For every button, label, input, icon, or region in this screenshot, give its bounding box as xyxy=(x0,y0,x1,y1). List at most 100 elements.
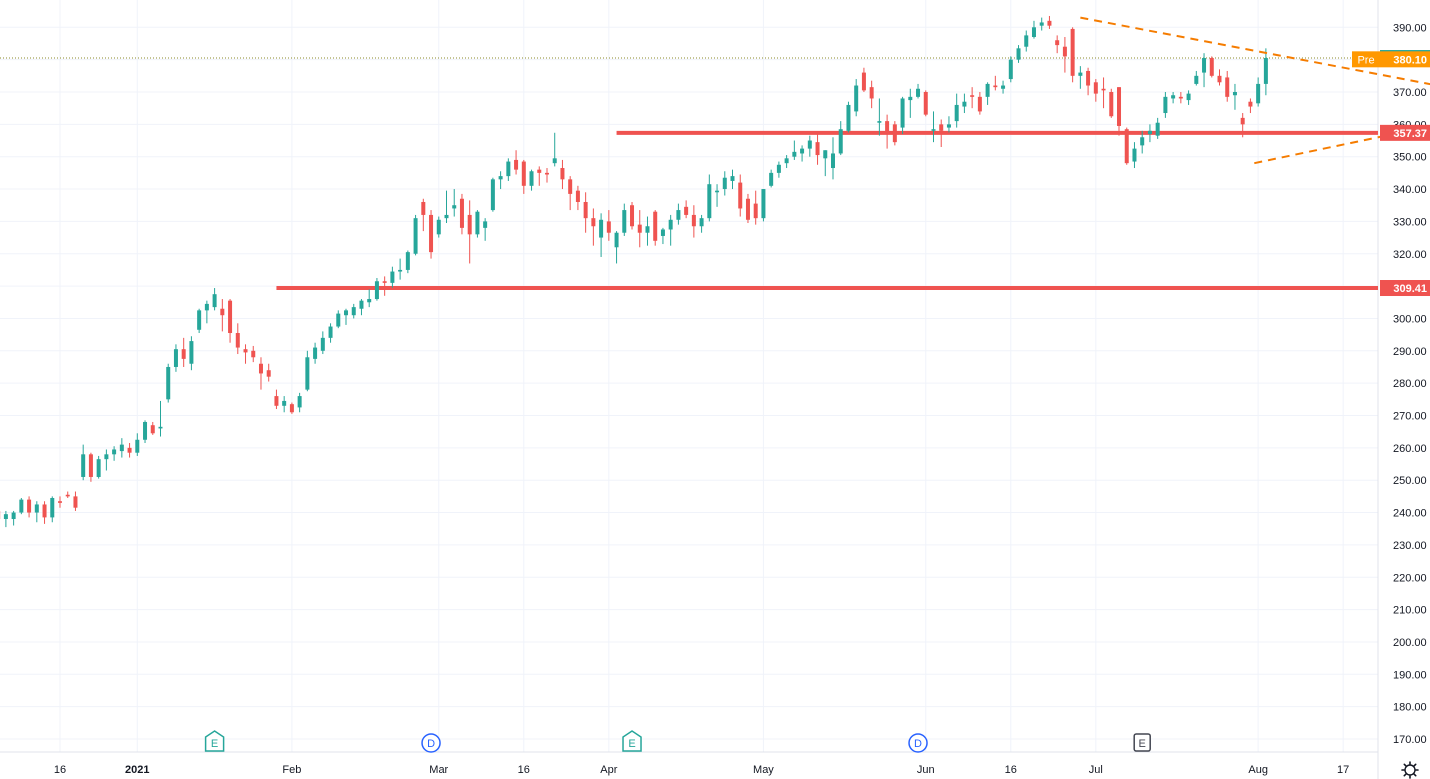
y-tick-label: 280.00 xyxy=(1393,378,1427,390)
candle-body xyxy=(11,512,16,520)
candle xyxy=(730,169,735,190)
candle xyxy=(135,433,140,456)
candle-body xyxy=(1217,75,1222,83)
candle-body xyxy=(738,182,743,209)
candle-body xyxy=(1062,46,1067,57)
trendlines xyxy=(1080,16,1430,165)
candle-body xyxy=(722,177,727,190)
candle xyxy=(846,101,851,133)
trendline[interactable] xyxy=(1080,16,1430,91)
candle-body xyxy=(258,363,263,374)
candle xyxy=(962,93,967,114)
candle-body xyxy=(382,281,387,283)
candle xyxy=(521,159,526,194)
candle-body xyxy=(498,176,503,180)
y-tick-label: 180.00 xyxy=(1393,702,1427,714)
marker-letter: E xyxy=(628,738,635,750)
candle-body xyxy=(946,124,951,128)
candle xyxy=(1225,70,1230,102)
candle-body xyxy=(1263,58,1268,84)
candle-body xyxy=(506,161,511,177)
candle xyxy=(900,96,905,135)
candle-body xyxy=(475,211,480,235)
y-tick-label: 210.00 xyxy=(1393,605,1427,617)
earnings-marker[interactable]: E xyxy=(622,730,642,752)
candle-body xyxy=(962,101,967,107)
candle xyxy=(220,299,225,332)
earnings-icon xyxy=(622,730,642,752)
candle-body xyxy=(119,444,124,452)
candle-body xyxy=(1031,27,1036,38)
candle xyxy=(305,350,310,392)
dividend-marker[interactable]: D xyxy=(908,733,928,753)
candle-body xyxy=(1194,75,1199,84)
candle-body xyxy=(436,219,441,235)
candle-body xyxy=(3,514,8,520)
candle xyxy=(715,184,720,207)
candle xyxy=(467,200,472,264)
candle-body xyxy=(1093,82,1098,94)
candle xyxy=(483,218,488,241)
candle-body xyxy=(367,299,372,303)
candle xyxy=(1217,69,1222,86)
candle-body xyxy=(854,85,859,112)
candle xyxy=(807,135,812,157)
marker-letter: E xyxy=(211,738,218,750)
candle-body xyxy=(189,341,194,364)
candle-body xyxy=(204,303,209,311)
candle xyxy=(583,192,588,233)
candle xyxy=(127,442,132,458)
marker-letter: E xyxy=(1139,738,1146,750)
candle-body xyxy=(591,218,596,227)
candle-body xyxy=(807,140,812,149)
candle-body xyxy=(150,425,155,434)
price-tag: 309.41 xyxy=(1380,280,1430,297)
candle xyxy=(575,185,580,211)
candle xyxy=(916,83,921,99)
candle xyxy=(514,150,519,175)
candle xyxy=(96,455,101,479)
candle-body xyxy=(800,148,805,154)
candle-body xyxy=(1256,83,1261,104)
candle-body xyxy=(212,294,217,308)
candle xyxy=(1031,20,1036,39)
candle xyxy=(1263,48,1268,96)
candle-body xyxy=(869,87,874,99)
candle-body xyxy=(289,404,294,413)
earnings-marker[interactable]: E xyxy=(204,730,225,752)
candle xyxy=(660,227,665,245)
candle-body xyxy=(266,370,271,377)
trendline[interactable] xyxy=(1254,119,1430,165)
candle xyxy=(3,510,8,528)
candle-body xyxy=(699,218,704,227)
candle xyxy=(112,446,117,461)
marker-letter: D xyxy=(914,738,922,750)
candle xyxy=(104,449,109,471)
candle xyxy=(266,363,271,382)
candle-body xyxy=(220,308,225,316)
candle xyxy=(606,210,611,241)
dividend-marker[interactable]: D xyxy=(421,733,441,753)
settings-gear-icon[interactable] xyxy=(1401,761,1419,779)
candle-body xyxy=(282,400,287,406)
price-tag-label: 357.37 xyxy=(1393,128,1427,140)
candle-body xyxy=(1178,96,1183,99)
candle-body xyxy=(939,124,944,131)
candle-body xyxy=(954,104,959,122)
candle-body xyxy=(784,158,789,164)
candle xyxy=(189,336,194,371)
candle-body xyxy=(653,211,658,241)
candle xyxy=(684,200,689,219)
y-tick-label: 190.00 xyxy=(1393,669,1427,681)
candle xyxy=(212,288,217,311)
candle-body xyxy=(916,88,921,97)
candle-body xyxy=(19,499,24,513)
candle xyxy=(885,114,890,149)
candle xyxy=(1117,87,1122,136)
candle-body xyxy=(483,221,488,228)
y-tick-label: 200.00 xyxy=(1393,637,1427,649)
earnings-marker[interactable]: E xyxy=(1133,733,1151,752)
candle-body xyxy=(58,501,62,503)
candle-body xyxy=(1055,40,1060,46)
